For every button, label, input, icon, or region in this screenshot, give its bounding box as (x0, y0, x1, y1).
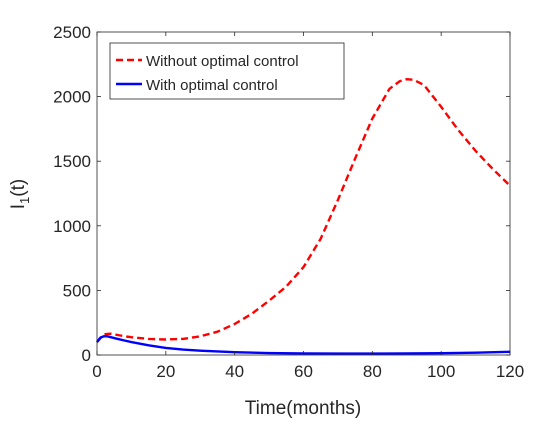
series-layer (96, 77, 511, 355)
y-axis-label: I1(t) (8, 179, 32, 209)
x-tick-label: 20 (156, 362, 175, 381)
y-tick-label: 1500 (53, 152, 91, 171)
x-tick-label: 100 (427, 362, 455, 381)
y-axis-label-suffix: (t) (8, 179, 29, 197)
x-tick-label: 80 (363, 362, 382, 381)
legend-label-with-control: With optimal control (146, 77, 278, 94)
y-tick-label: 1000 (53, 217, 91, 236)
x-tick-label: 60 (294, 362, 313, 381)
legend: Without optimal control With optimal con… (109, 42, 345, 100)
y-tick-label: 2000 (53, 88, 91, 107)
y-axis-label-subscript: 1 (17, 197, 32, 204)
y-tick-label: 2500 (53, 23, 91, 42)
series-line-without-optimal-control (96, 77, 511, 343)
x-tick-label: 120 (496, 362, 524, 381)
y-axis-label-main: I (8, 204, 29, 209)
x-tick-label: 40 (225, 362, 244, 381)
x-axis-label: Time(months) (245, 398, 361, 419)
y-tick-label: 500 (63, 281, 91, 300)
x-tick-label: 0 (92, 362, 101, 381)
legend-label-without-control: Without optimal control (146, 53, 299, 70)
series-line-with-optimal-control (96, 335, 511, 355)
y-tick-label: 0 (82, 346, 91, 365)
ticks-layer: 0 20 40 60 80 100 120 0 500 1000 1500 2000 2500 (53, 23, 524, 381)
legend-box (109, 42, 345, 100)
